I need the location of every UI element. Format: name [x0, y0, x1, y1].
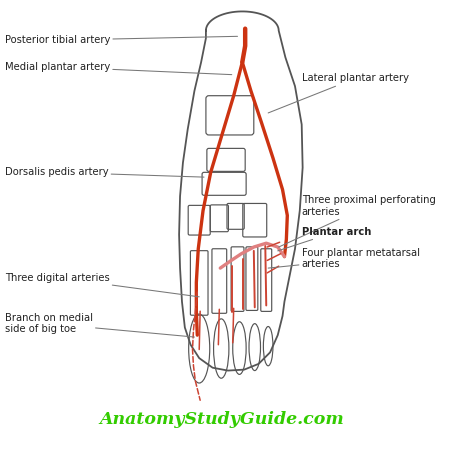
Text: Posterior tibial artery: Posterior tibial artery [5, 35, 237, 45]
Text: Plantar arch: Plantar arch [278, 227, 371, 251]
Text: Dorsalis pedis artery: Dorsalis pedis artery [5, 167, 204, 177]
Text: Three digital arteries: Three digital arteries [5, 273, 199, 297]
Text: Three proximal perforating
arteries: Three proximal perforating arteries [279, 195, 436, 247]
Text: Four plantar metatarsal
arteries: Four plantar metatarsal arteries [268, 248, 419, 269]
Text: Medial plantar artery: Medial plantar artery [5, 62, 232, 75]
Text: AnatomyStudyGuide.com: AnatomyStudyGuide.com [99, 411, 344, 428]
Text: Branch on medial
side of big toe: Branch on medial side of big toe [5, 313, 195, 337]
Text: Lateral plantar artery: Lateral plantar artery [268, 73, 409, 113]
